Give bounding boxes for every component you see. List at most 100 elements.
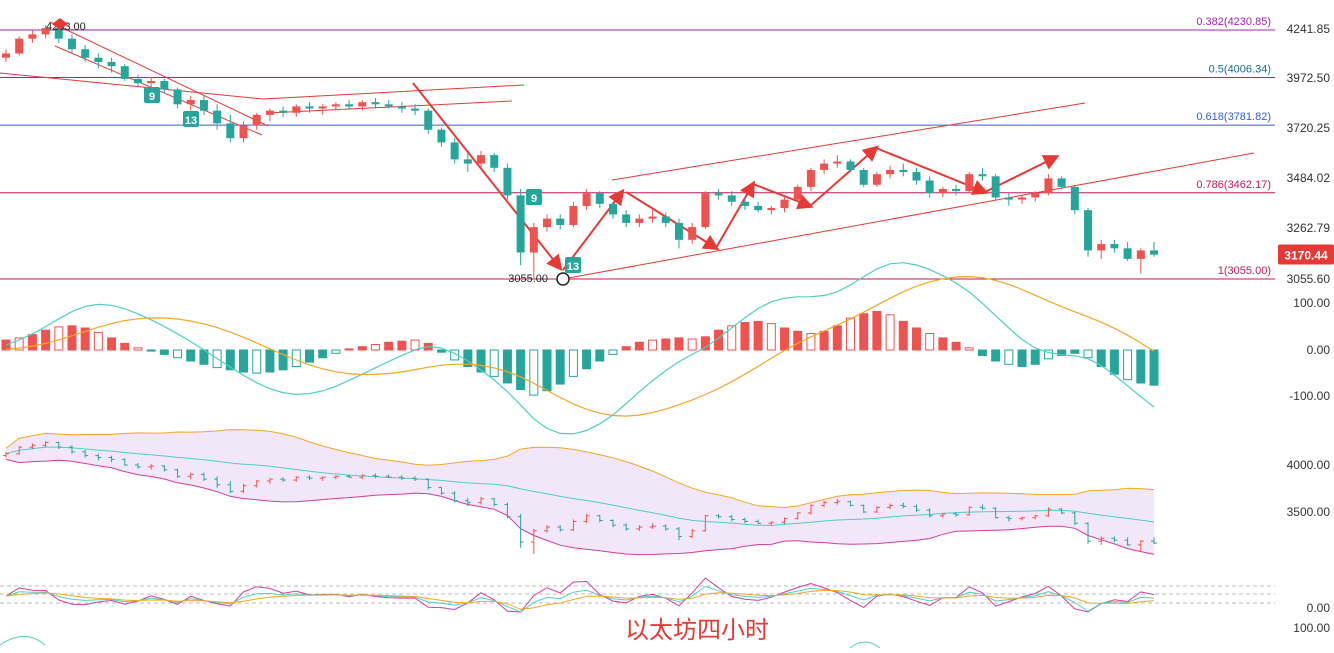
low-marker-icon bbox=[556, 272, 570, 286]
candle-body bbox=[305, 106, 314, 109]
candle-body bbox=[806, 169, 815, 187]
candle-body bbox=[67, 38, 76, 50]
lower-indicator-line bbox=[849, 641, 881, 649]
fibonacci-levels: 0.382(4230.85) 0.5(4006.34) 0.618(3781.82)… bbox=[0, 16, 1275, 280]
candle-body bbox=[1084, 210, 1093, 251]
macd-bar bbox=[1043, 349, 1053, 360]
candle-body bbox=[622, 214, 631, 223]
current-price-badge bbox=[1278, 244, 1334, 265]
macd-bar bbox=[384, 341, 394, 351]
price-tick: 3484.02 bbox=[1287, 171, 1331, 185]
candle-body bbox=[28, 34, 37, 39]
macd-bar bbox=[951, 341, 961, 351]
candle-body bbox=[490, 155, 499, 168]
candle-body bbox=[859, 169, 868, 185]
candle-body bbox=[186, 100, 195, 105]
td-count-label: 9 bbox=[149, 91, 155, 103]
macd-bar bbox=[885, 314, 895, 351]
td-count-label: 13 bbox=[185, 115, 197, 127]
macd-bar bbox=[714, 329, 724, 351]
macd-bar bbox=[186, 349, 196, 362]
macd-bar bbox=[344, 348, 354, 351]
macd-dif-line bbox=[5, 262, 1155, 435]
candle-body bbox=[529, 227, 538, 253]
candle-body bbox=[411, 108, 420, 111]
candle-body bbox=[608, 203, 617, 215]
rsi-tick: 100.00 bbox=[1293, 621, 1330, 635]
macd-bar bbox=[542, 349, 552, 392]
candle-body bbox=[1044, 178, 1053, 194]
candle-body bbox=[780, 199, 789, 209]
price-tick: 4241.85 bbox=[1287, 22, 1331, 36]
candle-body bbox=[1110, 244, 1119, 249]
fib-label: 0.618(3781.82) bbox=[1196, 111, 1271, 123]
macd-bar bbox=[80, 327, 90, 351]
macd-bar bbox=[265, 349, 275, 373]
macd-tick: 100.00 bbox=[1293, 296, 1330, 310]
candle-body bbox=[872, 174, 881, 185]
fib-label: 0.382(4230.85) bbox=[1196, 16, 1271, 28]
trend-arrow bbox=[412, 82, 563, 272]
macd-bar bbox=[859, 313, 869, 351]
lower-indicator-line bbox=[0, 635, 46, 646]
kdj-d-line bbox=[5, 590, 1155, 610]
candle-body bbox=[543, 218, 552, 228]
candle-body bbox=[556, 218, 565, 226]
macd-bar bbox=[621, 346, 631, 351]
boll-mid-line bbox=[5, 446, 1155, 527]
macd-bar bbox=[846, 317, 856, 351]
candle-body bbox=[345, 104, 354, 107]
candle-body bbox=[173, 89, 182, 105]
candle-body bbox=[477, 155, 486, 164]
macd-bar bbox=[146, 349, 156, 352]
candle-body bbox=[1031, 193, 1040, 198]
macd-bar bbox=[370, 344, 380, 351]
macd-bar bbox=[1070, 349, 1080, 354]
macd-bar bbox=[753, 320, 763, 351]
macd-bar bbox=[1096, 349, 1106, 367]
current-price-label: 3170.44 bbox=[1284, 249, 1328, 263]
macd-bar bbox=[832, 325, 842, 351]
bollinger-panel: 4000.00 3500.00 bbox=[3, 429, 1330, 556]
macd-bar bbox=[938, 337, 948, 351]
macd-bar bbox=[357, 346, 367, 351]
candle-body bbox=[991, 176, 1000, 198]
macd-bar bbox=[502, 349, 512, 384]
price-tick: 3262.79 bbox=[1287, 221, 1331, 235]
macd-bar bbox=[674, 337, 684, 351]
macd-bar bbox=[780, 327, 790, 351]
channel-line bbox=[562, 152, 1255, 280]
candle-body bbox=[648, 216, 657, 219]
macd-dea-line bbox=[5, 275, 1155, 417]
candle-body bbox=[740, 201, 749, 206]
kdj-j-line bbox=[5, 577, 1155, 613]
candle-body bbox=[213, 110, 222, 124]
candle-body bbox=[965, 174, 974, 192]
candle-body bbox=[239, 125, 248, 139]
macd-bar bbox=[27, 334, 37, 351]
candle-body bbox=[81, 49, 90, 58]
fib-label: 1(3055.00) bbox=[1218, 265, 1271, 277]
candle-body bbox=[318, 106, 327, 109]
candle-body bbox=[265, 110, 274, 115]
macd-bar bbox=[1017, 349, 1027, 367]
price-axis: 4241.85 3972.50 3720.25 3484.02 3262.79 3055.… bbox=[1278, 22, 1334, 286]
macd-bar bbox=[1136, 349, 1146, 384]
candle-body bbox=[899, 169, 908, 173]
candle-body bbox=[2, 53, 10, 58]
macd-bar bbox=[225, 349, 235, 371]
macd-bar bbox=[476, 349, 486, 373]
channel-line bbox=[611, 102, 1086, 181]
price-tick: 3972.50 bbox=[1287, 71, 1331, 85]
candle-body bbox=[147, 81, 156, 84]
macd-bar bbox=[173, 349, 183, 359]
channel-line bbox=[0, 72, 264, 100]
candle-body bbox=[569, 205, 578, 226]
td-count-badge bbox=[526, 189, 542, 205]
candle-body bbox=[661, 216, 670, 223]
macd-bar bbox=[898, 320, 908, 351]
candle-body bbox=[595, 193, 604, 204]
high-marker-icon bbox=[52, 18, 68, 30]
candle-body bbox=[160, 81, 169, 90]
